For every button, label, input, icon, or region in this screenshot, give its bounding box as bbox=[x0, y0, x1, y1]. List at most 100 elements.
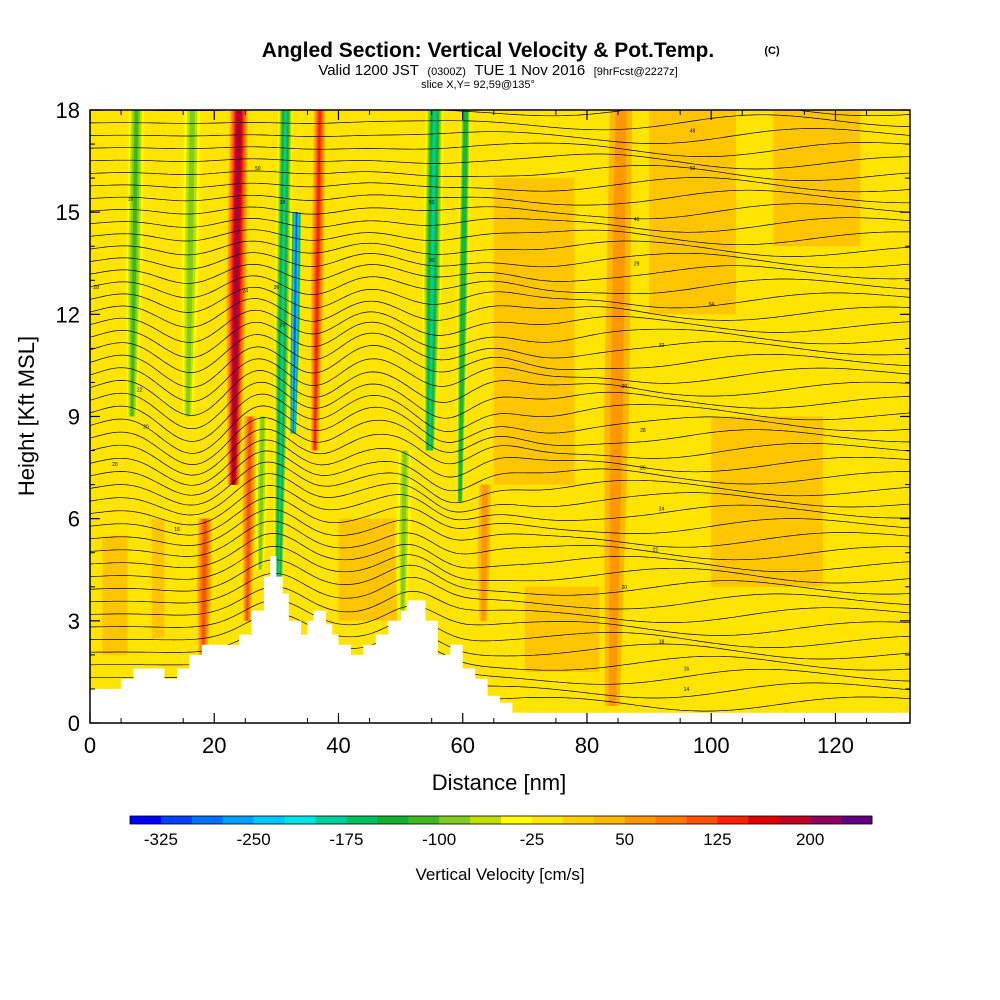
contour-label-1: 50 bbox=[255, 166, 261, 172]
isentrope-34 bbox=[90, 264, 910, 284]
contour-label-24: 20 bbox=[621, 585, 627, 591]
colorbar-swatch-8 bbox=[377, 816, 409, 824]
contour-label-10: 29 bbox=[634, 261, 640, 267]
colorbar-swatch-4 bbox=[253, 816, 285, 824]
x-tick-label-5: 100 bbox=[693, 733, 730, 758]
velocity-band-13-1 bbox=[480, 484, 488, 621]
colorbar-tick-label-7: 200 bbox=[796, 830, 824, 849]
chart-subtitle: Valid 1200 JST (0300Z) TUE 1 Nov 2016 [9… bbox=[318, 62, 677, 79]
contour-label-7: 28 bbox=[93, 285, 99, 291]
isentrope-44 bbox=[90, 142, 910, 158]
contour-label-9: 30 bbox=[429, 258, 435, 264]
colorbar-swatch-6 bbox=[315, 816, 347, 824]
contour-label-14: 32 bbox=[659, 343, 665, 349]
contour-label-23: 16 bbox=[174, 527, 180, 533]
colorbar-frame bbox=[129, 815, 873, 825]
colorbar-swatch-23 bbox=[841, 816, 873, 824]
velocity-band-2-7 bbox=[277, 110, 287, 587]
y-tick-label-0: 0 bbox=[68, 711, 80, 736]
chart-title-unit: (C) bbox=[764, 45, 780, 57]
plot-area: 15 50 38 50 48 50 46 28 36 30 29 34 24 20 32 30 22 20 28 26… bbox=[90, 110, 910, 723]
velocity-patch-4 bbox=[649, 110, 737, 315]
velocity-patch-7 bbox=[524, 586, 600, 672]
colorbar-swatch-19 bbox=[717, 816, 749, 824]
colorbar-tick-label-3: -100 bbox=[422, 830, 456, 849]
contour-label-25: 18 bbox=[659, 639, 665, 645]
contour-label-17: 20 bbox=[143, 425, 149, 431]
isentrope-5 bbox=[90, 613, 910, 648]
isentrope-35 bbox=[90, 252, 910, 270]
isentrope-20 bbox=[90, 428, 910, 476]
x-tick-label-6: 120 bbox=[817, 733, 854, 758]
colorbar-swatch-9 bbox=[408, 816, 440, 824]
colorbar-swatch-7 bbox=[346, 816, 378, 824]
isentrope-14 bbox=[90, 497, 910, 536]
contour-label-15: 30 bbox=[621, 384, 627, 390]
velocity-band-0-7 bbox=[232, 110, 241, 485]
contour-label-5: 50 bbox=[690, 166, 696, 172]
isentrope-25 bbox=[90, 370, 910, 416]
isentrope-9 bbox=[90, 559, 910, 596]
colorbar-title: Vertical Velocity [cm/s] bbox=[415, 865, 584, 884]
contour-label-2: 38 bbox=[280, 200, 286, 206]
terrain-profile bbox=[90, 556, 910, 723]
x-tick-label-2: 40 bbox=[326, 733, 350, 758]
x-tick-label-3: 60 bbox=[450, 733, 474, 758]
colorbar-swatch-18 bbox=[686, 816, 718, 824]
isentrope-27 bbox=[90, 345, 910, 388]
colorbar-swatch-14 bbox=[562, 816, 595, 824]
colorbar-swatch-3 bbox=[222, 816, 254, 824]
velocity-patch-6 bbox=[773, 110, 861, 247]
subtitle-forecast: [9hrFcst@2227z] bbox=[594, 66, 678, 78]
colorbar-swatch-16 bbox=[624, 816, 656, 824]
colorbar-swatch-5 bbox=[284, 816, 316, 824]
colorbar-swatch-13 bbox=[531, 816, 564, 824]
contour-label-0: 15 bbox=[128, 197, 134, 203]
colorbar-swatch-1 bbox=[160, 816, 193, 824]
x-axis-label: Distance [nm] bbox=[432, 770, 567, 795]
y-tick-label-1: 3 bbox=[68, 609, 80, 634]
contour-label-22: 22 bbox=[653, 547, 659, 553]
velocity-patch-3 bbox=[493, 178, 575, 485]
chart-slice-info: slice X,Y= 92,59@135° bbox=[421, 79, 535, 91]
isentrope-41 bbox=[90, 177, 910, 193]
colorbar-swatch-10 bbox=[439, 816, 471, 824]
velocity-patch-5 bbox=[711, 416, 824, 587]
isentrope-30 bbox=[90, 309, 910, 343]
isentrope-36 bbox=[90, 240, 910, 257]
isentrope-23 bbox=[90, 393, 910, 442]
isentrope-17 bbox=[90, 461, 910, 506]
colorbar-swatch-2 bbox=[191, 816, 224, 824]
colorbar-swatch-11 bbox=[470, 816, 502, 824]
isentrope-21 bbox=[90, 417, 910, 465]
isentrope-19 bbox=[90, 439, 910, 486]
velocity-patch-1 bbox=[152, 518, 165, 638]
isentrope-39 bbox=[90, 203, 910, 220]
isentrope-37 bbox=[90, 229, 910, 246]
velocity-band-10-3 bbox=[201, 518, 207, 655]
y-axis-label: Height [Kft MSL] bbox=[14, 336, 39, 496]
isentrope-43 bbox=[90, 153, 910, 170]
velocity-patch-0 bbox=[102, 535, 128, 655]
contour-label-21: 24 bbox=[659, 506, 665, 512]
colorbar-tick-label-1: -250 bbox=[237, 830, 271, 849]
colorbar-tick-label-4: -25 bbox=[520, 830, 545, 849]
contour-label-13: 20 bbox=[280, 323, 286, 329]
colorbar-tick-label-0: -325 bbox=[144, 830, 178, 849]
isentrope-15 bbox=[90, 485, 910, 526]
contour-label-12: 24 bbox=[243, 288, 249, 294]
chart-title: Angled Section: Vertical Velocity & Pot.… bbox=[262, 39, 714, 62]
subtitle-valid: Valid 1200 JST bbox=[318, 62, 419, 79]
isentrope-22 bbox=[90, 405, 910, 454]
colorbar-tick-label-2: -175 bbox=[329, 830, 363, 849]
isentrope-10 bbox=[90, 546, 910, 584]
y-tick-label-5: 15 bbox=[56, 200, 80, 225]
contour-label-19: 26 bbox=[640, 466, 646, 472]
velocity-band-9-3 bbox=[259, 416, 265, 570]
isentrope-13 bbox=[90, 508, 910, 548]
subtitle-date: TUE 1 Nov 2016 bbox=[474, 62, 585, 79]
isentrope-40 bbox=[90, 189, 910, 206]
contour-label-18: 28 bbox=[640, 428, 646, 434]
